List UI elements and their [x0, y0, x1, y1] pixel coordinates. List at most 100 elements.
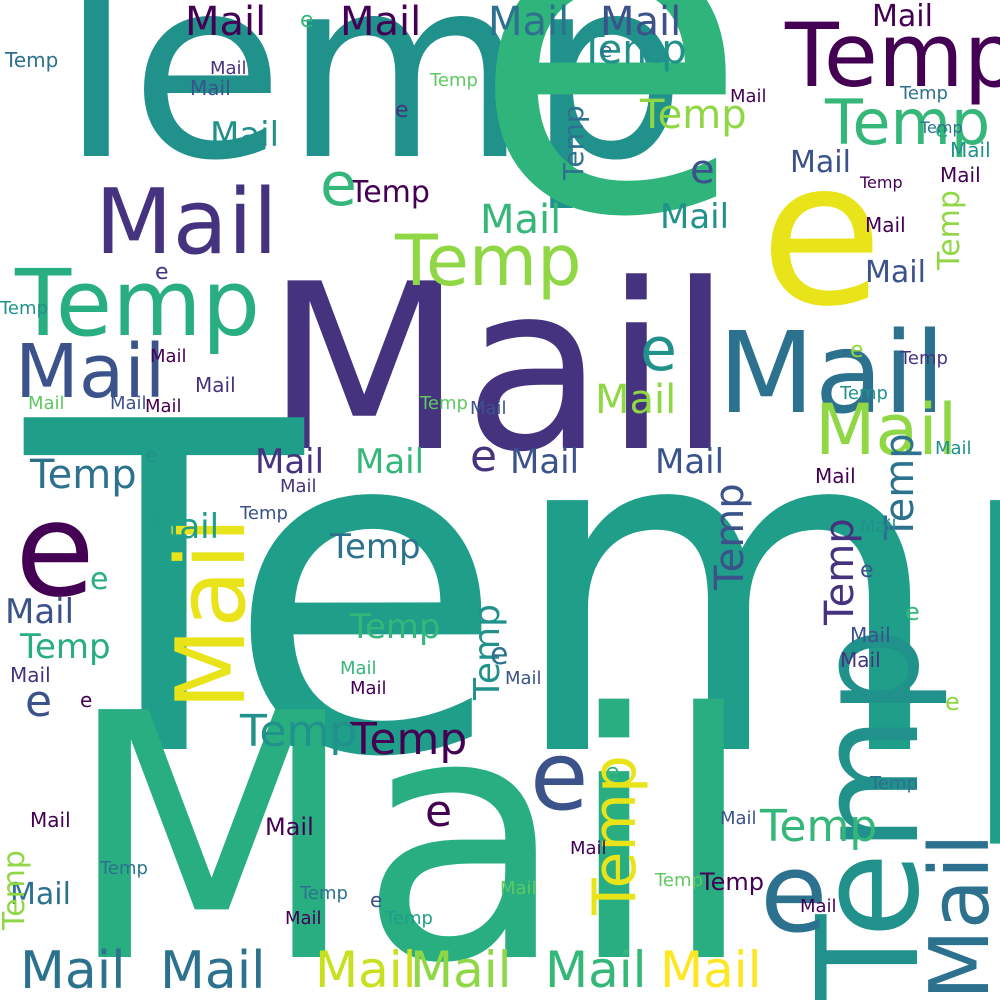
word-temp-s5: Temp	[430, 70, 478, 91]
word-e-s50: e	[155, 260, 169, 285]
word-e-s4: e	[300, 8, 314, 33]
word-mail-left-mid: Mail	[15, 329, 166, 415]
word-mail-s33: Mail	[340, 658, 377, 679]
word-mail-s10: Mail	[940, 163, 981, 187]
word-e-s52: e	[850, 338, 864, 363]
word-mail-s27: Mail	[850, 623, 891, 647]
word-mail-s44: Mail	[285, 908, 322, 929]
word-temp-center-teal: Temp	[580, 27, 687, 73]
word-temp-lime-1: Temp	[640, 92, 747, 138]
word-mail-15: Mail	[510, 442, 580, 482]
word-mail-s3: Mail	[190, 76, 231, 100]
word-e-s57: e	[80, 688, 93, 712]
word-mail-19: Mail	[150, 507, 220, 547]
word-temp-right-green: Temp	[825, 86, 991, 159]
word-mail-16: Mail	[655, 442, 725, 482]
word-temp-left: Temp	[15, 250, 261, 357]
word-mail-6: Mail	[790, 145, 851, 180]
word-temp-32: Temp	[0, 850, 32, 930]
word-mail-s6: Mail	[730, 86, 767, 107]
word-temp-s30: Temp	[870, 773, 918, 794]
word-temp-s13: Temp	[0, 298, 48, 319]
word-e-s55: e	[945, 688, 960, 716]
word-e-bottom-right: e	[760, 829, 828, 957]
word-mail-bottom-row-4: Mail	[410, 941, 512, 999]
word-temp-34: Temp	[700, 868, 764, 896]
word-mail-23: Mail	[5, 592, 75, 632]
word-e-yellow: e	[760, 118, 884, 351]
word-e-25: e	[425, 786, 453, 837]
word-temp-s39: Temp	[300, 883, 348, 904]
word-mail-5: Mail	[480, 197, 562, 243]
word-mail-s34: Mail	[505, 668, 542, 689]
word-temp-28: Temp	[817, 518, 863, 625]
word-temp-8: Temp	[932, 190, 967, 270]
word-temp-center-green: Temp	[395, 220, 582, 302]
word-e-navy-bottom: e	[530, 722, 589, 832]
word-temp-bottom-center: Temp	[350, 714, 468, 765]
word-mail-s37: Mail	[720, 808, 757, 829]
word-mail-s18: Mail	[145, 396, 182, 417]
word-mail-lime: Mail	[815, 389, 958, 471]
word-mail-bottom-giant: Mail	[65, 642, 756, 1000]
word-e-12: e	[470, 431, 498, 482]
word-mail-s12: Mail	[865, 213, 906, 237]
word-mail-14: Mail	[355, 442, 425, 482]
word-e-s51: e	[145, 443, 158, 467]
word-temp-s26: Temp	[840, 383, 888, 404]
word-mail-s29: Mail	[860, 516, 897, 537]
word-mail-s32: Mail	[350, 678, 387, 699]
word-mail-s2: Mail	[210, 58, 247, 79]
word-mail-bottom-row-2: Mail	[160, 941, 266, 1000]
word-temp-22: Temp	[20, 627, 111, 667]
word-e-s56: e	[370, 888, 383, 912]
word-e-s8: e	[935, 118, 949, 143]
word-mail-bottom-right-vertical: Mail	[913, 833, 1000, 1000]
word-temp-s38: Temp	[655, 870, 703, 891]
word-mail-33: Mail	[265, 813, 314, 841]
word-mail-31: Mail	[10, 877, 71, 912]
word-mail-bottom-row-1: Mail	[20, 941, 126, 1000]
word-e-10: e	[690, 147, 715, 193]
word-mail-s9: Mail	[950, 138, 991, 162]
word-e-s46: e	[90, 562, 109, 597]
word-temp-top: Temp	[20, 0, 687, 215]
word-mail-top-1: Mail	[185, 0, 267, 45]
word-temp-35: Temp	[557, 105, 590, 180]
word-temp-s1: Temp	[5, 48, 59, 72]
word-mail-s17: Mail	[195, 373, 236, 397]
word-mail-top-2: Mail	[340, 0, 422, 45]
word-mail-s23: Mail	[815, 464, 856, 488]
word-mail-3: Mail	[660, 197, 730, 237]
word-mail-s35: Mail	[570, 838, 607, 859]
word-mail-s16: Mail	[150, 346, 187, 367]
word-mail-s41: Mail	[10, 663, 51, 687]
word-mail-center: Mail	[265, 236, 733, 503]
word-temp-s11: Temp	[860, 173, 903, 192]
word-e-s47: e	[490, 637, 509, 672]
word-mail-top-3: Mail	[488, 0, 570, 45]
word-mail-top-4: Mail	[600, 0, 682, 45]
word-temp-26: Temp	[760, 801, 878, 852]
word-temp-18: Temp	[30, 452, 137, 498]
word-e-s49: e	[395, 98, 409, 123]
word-e-left-purple: e	[15, 474, 95, 626]
word-mail-mid-right: Mail	[718, 309, 946, 439]
word-e-s54: e	[860, 558, 874, 583]
word-e-24: e	[25, 676, 53, 727]
word-mail-13: Mail	[255, 442, 325, 482]
word-e-11: e	[640, 315, 677, 385]
word-e-giant: e	[470, 0, 750, 317]
word-mail-bottom-row-5: Mail	[545, 941, 647, 999]
word-mail-left: Mail	[95, 170, 278, 275]
word-temp-s7: Temp	[900, 83, 948, 104]
word-mail-s31: Mail	[800, 896, 837, 917]
word-temp-giant: Temp	[25, 328, 1000, 857]
word-e-s53: e	[905, 598, 920, 626]
word-mail-s28: Mail	[840, 648, 881, 672]
word-mail-s20: Mail	[280, 476, 317, 497]
word-temp-21: Temp	[350, 607, 441, 647]
word-mail-s15: Mail	[110, 393, 147, 414]
word-temp-4: Temp	[350, 175, 430, 210]
